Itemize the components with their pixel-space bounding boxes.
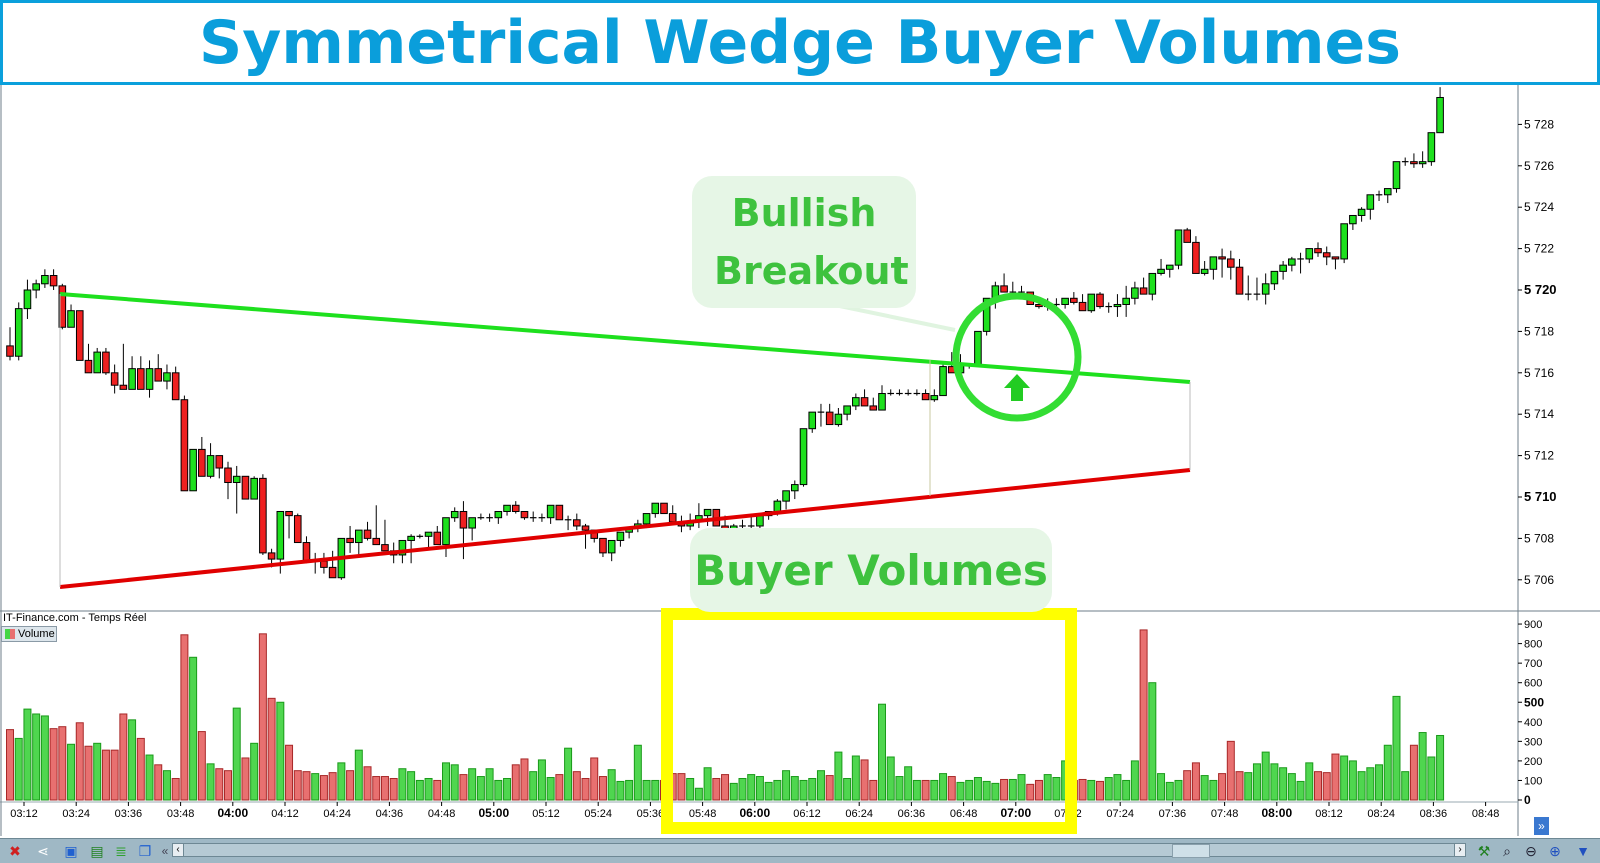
svg-text:08:24: 08:24 — [1367, 808, 1395, 820]
page-title: Symmetrical Wedge Buyer Volumes — [199, 7, 1401, 78]
svg-text:200: 200 — [1524, 756, 1542, 768]
volume-legend[interactable]: Volume — [1, 626, 57, 642]
annotation-bullish-breakout: Bullish Breakout — [692, 176, 916, 308]
svg-text:900: 900 — [1524, 619, 1542, 631]
svg-text:0: 0 — [1524, 793, 1531, 807]
svg-text:5 720: 5 720 — [1524, 282, 1557, 297]
svg-text:06:12: 06:12 — [793, 808, 821, 820]
svg-text:04:24: 04:24 — [323, 808, 351, 820]
svg-text:600: 600 — [1524, 678, 1542, 690]
svg-text:5 714: 5 714 — [1524, 407, 1554, 421]
comments-icon[interactable]: ▣ — [64, 843, 78, 859]
svg-text:05:48: 05:48 — [689, 808, 717, 820]
svg-text:05:00: 05:00 — [478, 806, 509, 820]
svg-text:04:48: 04:48 — [428, 808, 456, 820]
svg-text:07:00: 07:00 — [1000, 806, 1031, 820]
svg-text:03:36: 03:36 — [115, 808, 143, 820]
svg-text:03:24: 03:24 — [62, 808, 90, 820]
horizontal-scrollbar[interactable] — [178, 843, 1466, 857]
price-pane — [6, 87, 1444, 580]
scroll-start-icon[interactable]: « — [161, 844, 169, 858]
svg-text:05:36: 05:36 — [637, 808, 665, 820]
svg-text:04:36: 04:36 — [376, 808, 404, 820]
svg-text:03:12: 03:12 — [10, 808, 38, 820]
scroll-left-button[interactable]: ‹ — [172, 843, 184, 857]
svg-text:08:36: 08:36 — [1420, 808, 1448, 820]
scroll-to-end-button[interactable]: » — [1534, 817, 1549, 835]
svg-text:08:48: 08:48 — [1472, 808, 1500, 820]
multi-chart-icon[interactable]: ❐ — [138, 843, 152, 859]
svg-text:5 724: 5 724 — [1524, 200, 1554, 214]
svg-text:07:48: 07:48 — [1211, 808, 1239, 820]
candle-settings-icon[interactable]: ⚒ — [1477, 843, 1491, 859]
auto-zoom-icon[interactable]: ⌕ — [1503, 843, 1511, 859]
svg-text:700: 700 — [1524, 658, 1542, 670]
svg-text:08:12: 08:12 — [1315, 808, 1343, 820]
annotation-buyer-volumes: Buyer Volumes — [690, 528, 1052, 612]
svg-text:5 716: 5 716 — [1524, 366, 1554, 380]
svg-text:100: 100 — [1524, 775, 1542, 787]
svg-text:04:12: 04:12 — [271, 808, 299, 820]
annotation-bullish-breakout-text: Bullish Breakout — [714, 191, 909, 293]
panel-toggle-icon[interactable]: ▼ — [1576, 843, 1590, 859]
svg-text:300: 300 — [1524, 736, 1542, 748]
svg-text:5 710: 5 710 — [1524, 489, 1557, 504]
svg-text:06:36: 06:36 — [898, 808, 926, 820]
trendlines — [59, 292, 1191, 589]
scrollbar-thumb[interactable] — [1172, 844, 1210, 858]
svg-text:06:00: 06:00 — [739, 806, 770, 820]
svg-text:03:48: 03:48 — [167, 808, 195, 820]
scroll-right-button[interactable]: › — [1454, 843, 1466, 857]
share-icon[interactable]: ⋖ — [37, 843, 49, 859]
svg-text:5 728: 5 728 — [1524, 117, 1554, 131]
data-source-label: IT-Finance.com - Temps Réel — [3, 612, 147, 624]
svg-text:07:36: 07:36 — [1159, 808, 1187, 820]
svg-text:04:00: 04:00 — [217, 806, 248, 820]
svg-text:800: 800 — [1524, 639, 1542, 651]
svg-text:5 712: 5 712 — [1524, 449, 1554, 463]
svg-text:05:24: 05:24 — [584, 808, 612, 820]
zoom-in-icon[interactable]: ⊕ — [1549, 843, 1561, 859]
chart-canvas[interactable]: 5 728 5 726 5 724 5 722 5 720 5 718 5 716 5 714… — [0, 85, 1600, 862]
svg-text:06:48: 06:48 — [950, 808, 978, 820]
svg-text:400: 400 — [1524, 717, 1542, 729]
svg-text:5 718: 5 718 — [1524, 324, 1554, 338]
zoom-out-icon[interactable]: ⊖ — [1525, 843, 1537, 859]
svg-text:5 726: 5 726 — [1524, 159, 1554, 173]
report-icon[interactable]: ▤ — [90, 843, 104, 859]
annotation-buyer-volumes-text: Buyer Volumes — [694, 545, 1048, 595]
svg-text:06:24: 06:24 — [845, 808, 873, 820]
volume-pane — [6, 629, 1445, 801]
order-book-icon[interactable]: ≣ — [115, 843, 127, 859]
volume-legend-label: Volume — [18, 628, 55, 640]
axes: 5 728 5 726 5 724 5 722 5 720 5 718 5 716 5 714… — [0, 85, 1600, 836]
svg-text:08:00: 08:00 — [1261, 806, 1292, 820]
svg-text:07:24: 07:24 — [1106, 808, 1134, 820]
volume-swatch-icon — [5, 629, 15, 639]
svg-text:5 706: 5 706 — [1524, 573, 1554, 587]
svg-text:500: 500 — [1524, 695, 1544, 709]
svg-text:05:12: 05:12 — [532, 808, 560, 820]
svg-text:5 722: 5 722 — [1524, 242, 1554, 256]
delete-drawings-icon[interactable]: ✖ — [9, 843, 21, 859]
title-banner: Symmetrical Wedge Buyer Volumes — [0, 0, 1600, 85]
overlays — [661, 292, 1082, 834]
svg-text:5 708: 5 708 — [1524, 531, 1554, 545]
